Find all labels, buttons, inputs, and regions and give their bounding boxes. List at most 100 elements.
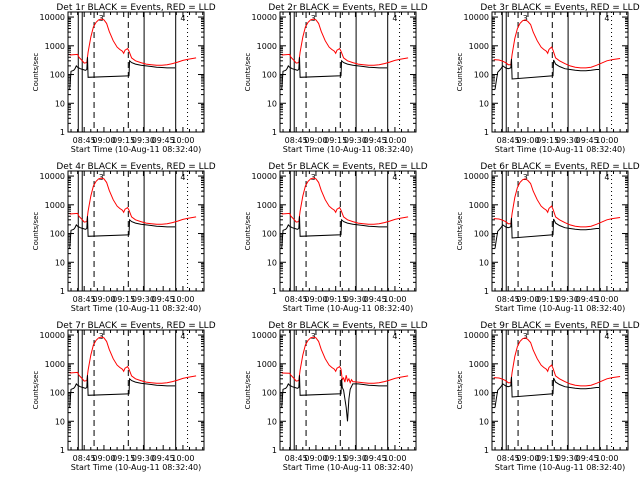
marker-label: 4 xyxy=(392,14,397,23)
y-axis-label: Counts/sec xyxy=(32,212,40,251)
marker-label: 4 xyxy=(180,173,185,182)
y-tick-label: 10000 xyxy=(464,331,489,340)
y-tick-label: 10000 xyxy=(252,13,277,22)
y-tick-label: 10 xyxy=(55,417,65,426)
x-axis-label: Start Time (10-Aug-11 08:32:40) xyxy=(495,463,626,472)
marker-label: 3 xyxy=(311,14,316,23)
y-tick-label: 1000 xyxy=(257,42,277,51)
lld-series-line xyxy=(69,336,197,384)
y-tick-label: 10 xyxy=(267,99,277,108)
y-tick-label: 10 xyxy=(479,417,489,426)
y-tick-label: 1000 xyxy=(469,42,489,51)
events-series-line xyxy=(281,375,387,422)
x-tick-label: 09:00 xyxy=(516,136,539,145)
x-tick-label: 09:30 xyxy=(132,454,155,463)
y-tick-label: 100 xyxy=(262,230,277,239)
x-tick-label: 08:45 xyxy=(73,136,96,145)
plot-frame xyxy=(491,11,629,133)
panel-title: Det 3r BLACK = Events, RED = LLD xyxy=(480,3,639,13)
marker-label: 3 xyxy=(311,332,316,341)
y-tick-label: 100 xyxy=(474,389,489,398)
y-tick-label: 1000 xyxy=(257,360,277,369)
panel-3: 3 4 1 10 100 1000 10000 08:4509:0009:1509:3009:… xyxy=(456,3,640,154)
y-tick-label: 1 xyxy=(484,446,489,455)
x-tick-label: 10:00 xyxy=(383,295,406,304)
x-axis-label: Start Time (10-Aug-11 08:32:40) xyxy=(283,145,414,154)
y-tick-label: 100 xyxy=(474,230,489,239)
x-tick-label: 09:30 xyxy=(344,295,367,304)
marker-label: 4 xyxy=(604,332,609,341)
plot-frame xyxy=(491,170,629,292)
marker-label: 4 xyxy=(604,14,609,23)
y-tick-label: 1 xyxy=(60,446,65,455)
x-tick-label: 09:15 xyxy=(536,295,559,304)
y-tick-label: 100 xyxy=(50,230,65,239)
y-tick-label: 1000 xyxy=(469,201,489,210)
x-tick-label: 09:15 xyxy=(324,454,347,463)
lld-series-line xyxy=(493,19,621,69)
y-tick-label: 1 xyxy=(272,287,277,296)
y-tick-label: 100 xyxy=(262,71,277,80)
events-series-line xyxy=(281,216,387,249)
y-tick-label: 1 xyxy=(272,128,277,137)
panel-6: 3 4 1 10 100 1000 10000 08:4509:0009:1509:3009:… xyxy=(456,162,640,313)
x-axis-label: Start Time (10-Aug-11 08:32:40) xyxy=(71,145,202,154)
x-tick-label: 10:00 xyxy=(171,295,194,304)
x-tick-label: 09:00 xyxy=(304,136,327,145)
x-tick-label: 09:30 xyxy=(344,136,367,145)
events-series-line xyxy=(494,217,599,249)
x-tick-label: 09:00 xyxy=(516,454,539,463)
marker-label: 4 xyxy=(180,332,185,341)
x-tick-label: 09:00 xyxy=(516,295,539,304)
lld-series-line xyxy=(69,177,197,225)
x-axis-label: Start Time (10-Aug-11 08:32:40) xyxy=(495,304,626,313)
panel-title: Det 9r BLACK = Events, RED = LLD xyxy=(480,321,639,331)
y-tick-label: 10 xyxy=(55,258,65,267)
y-tick-label: 100 xyxy=(262,389,277,398)
x-tick-label: 09:15 xyxy=(112,136,135,145)
y-tick-label: 10000 xyxy=(464,13,489,22)
panel-title: Det 6r BLACK = Events, RED = LLD xyxy=(480,162,639,172)
x-tick-label: 09:45 xyxy=(576,136,599,145)
x-tick-label: 09:15 xyxy=(536,454,559,463)
y-tick-label: 1000 xyxy=(45,360,65,369)
x-tick-label: 09:45 xyxy=(364,136,387,145)
x-tick-label: 09:45 xyxy=(364,295,387,304)
panel-title: Det 1r BLACK = Events, RED = LLD xyxy=(56,3,215,13)
x-tick-label: 08:45 xyxy=(285,454,308,463)
x-tick-label: 08:45 xyxy=(73,295,96,304)
panel-title: Det 2r BLACK = Events, RED = LLD xyxy=(268,3,427,13)
events-series-line xyxy=(281,57,387,90)
panel-title: Det 8r BLACK = Events, RED = LLD xyxy=(268,321,427,331)
plot-frame xyxy=(67,11,205,133)
y-tick-label: 1000 xyxy=(45,42,65,51)
lld-series-line xyxy=(281,18,409,66)
x-tick-label: 09:00 xyxy=(92,295,115,304)
plot-frame xyxy=(279,170,417,292)
x-tick-label: 09:30 xyxy=(132,136,155,145)
lld-series-line xyxy=(281,177,409,225)
marker-label: 3 xyxy=(99,332,104,341)
x-axis-label: Start Time (10-Aug-11 08:32:40) xyxy=(283,304,414,313)
x-tick-label: 10:00 xyxy=(595,136,618,145)
plot-frame xyxy=(491,329,629,451)
y-tick-label: 1 xyxy=(272,446,277,455)
x-tick-label: 09:45 xyxy=(152,136,175,145)
panel-4: 3 4 1 10 100 1000 10000 08:4509:0009:1509:3009:… xyxy=(32,162,216,313)
marker-label: 4 xyxy=(392,173,397,182)
x-tick-label: 09:00 xyxy=(92,136,115,145)
x-tick-label: 09:30 xyxy=(556,454,579,463)
x-tick-label: 10:00 xyxy=(595,454,618,463)
marker-label: 3 xyxy=(523,332,528,341)
y-tick-label: 10000 xyxy=(252,331,277,340)
x-tick-label: 08:45 xyxy=(497,454,520,463)
x-tick-label: 09:15 xyxy=(324,136,347,145)
x-tick-label: 09:15 xyxy=(112,295,135,304)
events-series-line xyxy=(69,216,175,249)
panel-7: 3 4 1 10 100 1000 10000 08:4509:0009:1509:3009:… xyxy=(32,321,216,472)
y-tick-label: 10 xyxy=(267,417,277,426)
lld-series-line xyxy=(281,336,409,385)
y-axis-label: Counts/sec xyxy=(456,212,464,251)
x-tick-label: 09:00 xyxy=(304,295,327,304)
plot-frame xyxy=(279,11,417,133)
